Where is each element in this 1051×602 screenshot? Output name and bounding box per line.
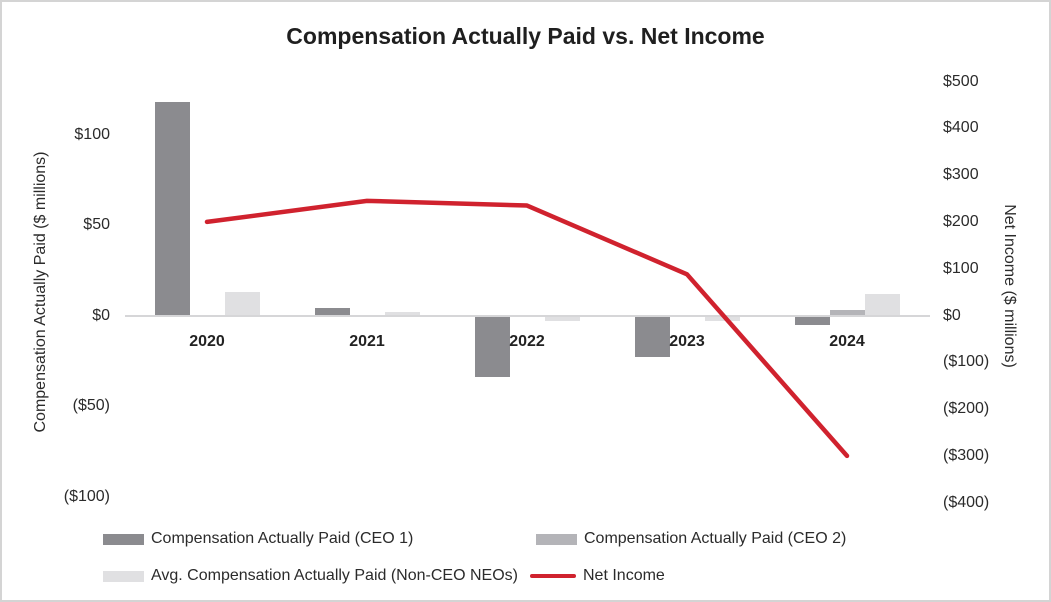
right-axis-tick: $100: [943, 259, 979, 277]
x-axis-label-2022: 2022: [509, 333, 545, 350]
bar-series3-2023: [704, 315, 740, 321]
x-axis-label-2021: 2021: [349, 333, 385, 350]
bar-series3-2024: [864, 293, 900, 316]
right-axis-tick: $200: [943, 212, 979, 230]
legend-swatch-ceo-2: [536, 533, 577, 545]
right-axis-tick: $0: [943, 306, 961, 324]
x-axis-label-2023: 2023: [669, 333, 705, 350]
right-axis-tick: $300: [943, 166, 979, 184]
bar-series2-2024: [829, 310, 865, 316]
bar-series1-2020: [154, 101, 190, 316]
legend-label-non-ceo-neos: Avg. Compensation Actually Paid (Non-CEO…: [151, 567, 518, 584]
bar-series1-2024: [794, 315, 830, 325]
right-axis-tick: $500: [943, 72, 979, 90]
left-axis-tick: $0: [92, 306, 110, 324]
legend-swatch-ceo-1: [103, 533, 144, 545]
legend-item-net-income: Net Income: [530, 567, 665, 585]
legend-item-non-ceo-neos: Avg. Compensation Actually Paid (Non-CEO…: [103, 567, 518, 585]
legend-label-ceo-1: Compensation Actually Paid (CEO 1): [151, 530, 414, 547]
bar-series3-2022: [544, 315, 580, 321]
bar-series1-2022: [474, 315, 510, 378]
right-axis-tick: $400: [943, 119, 979, 137]
legend-swatch-non-ceo-neos: [103, 570, 144, 582]
x-axis-label-2020: 2020: [189, 333, 225, 350]
bar-series3-2021: [384, 311, 420, 316]
left-axis-tick: ($50): [72, 397, 110, 414]
legend-label-ceo-2: Compensation Actually Paid (CEO 2): [584, 530, 847, 547]
legend-item-ceo-1: Compensation Actually Paid (CEO 1): [103, 530, 413, 548]
legend-item-ceo-2: Compensation Actually Paid (CEO 2): [536, 530, 846, 548]
legend-swatch-net-income-line: [530, 573, 576, 579]
net-income-line: [204, 198, 850, 459]
chart-title: Compensation Actually Paid vs. Net Incom…: [286, 23, 765, 49]
bar-series1-2021: [314, 308, 350, 316]
right-axis-tick: ($200): [943, 400, 990, 418]
x-axis-label-2024: 2024: [829, 333, 865, 350]
left-axis-tick: ($100): [63, 487, 110, 505]
bar-series1-2023: [634, 315, 670, 358]
right-axis-tick: ($300): [943, 446, 990, 464]
right-axis-tick: ($100): [943, 353, 990, 371]
bar-series3-2020: [224, 291, 260, 316]
right-axis-tick: ($400): [943, 493, 990, 511]
left-axis-tick: $50: [83, 216, 110, 233]
left-axis-tick: $100: [74, 125, 110, 143]
zero-axis-line: [125, 315, 930, 317]
legend-label-net-income: Net Income: [583, 567, 665, 584]
